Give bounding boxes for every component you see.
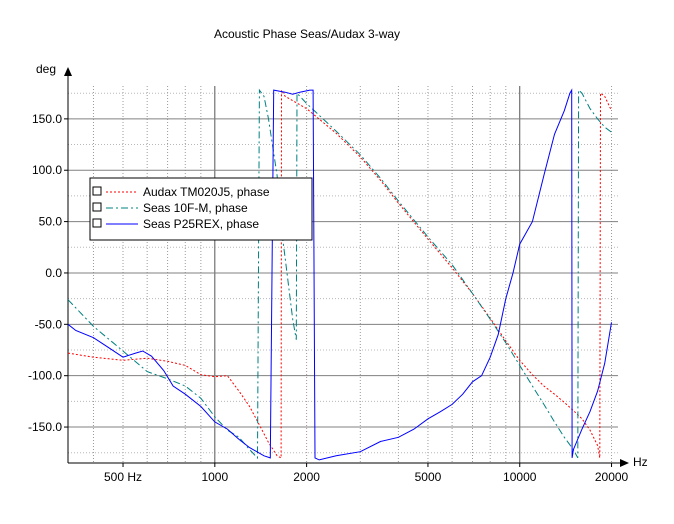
x-tick-label: 2000: [293, 470, 320, 484]
legend-box: [89, 177, 313, 241]
x-tick-label: 10000: [503, 470, 537, 484]
y-axis-label: deg: [36, 62, 56, 76]
y-tick-labels: 150.0 100.0 50.0 0.0 -50.0 -100.0 -150.0: [28, 112, 68, 434]
x-axis-label: Hz: [633, 455, 648, 469]
series-line-1: [67, 88, 612, 459]
axes: [64, 67, 629, 467]
grid: [68, 86, 618, 463]
legend-label: Seas P25REX, phase: [143, 217, 259, 231]
y-tick-label: 100.0: [32, 163, 62, 177]
y-tick-label: -50.0: [35, 317, 63, 331]
y-tick-label: 0.0: [45, 266, 62, 280]
y-axis-arrow: [64, 67, 72, 76]
legend: Audax TM020J5, phase Seas 10F-M, phase Sea…: [89, 177, 313, 241]
series-lines: [67, 88, 612, 461]
legend-checkbox[interactable]: [92, 202, 102, 212]
y-tick-label: 50.0: [39, 215, 63, 229]
x-axis-arrow: [620, 459, 629, 467]
y-tick-label: 150.0: [32, 112, 62, 126]
chart-title: Acoustic Phase Seas/Audax 3-way: [214, 27, 400, 41]
series-line-3: [67, 88, 612, 461]
y-tick-label: -100.0: [28, 369, 62, 383]
x-tick-label: 20000: [595, 470, 629, 484]
legend-label: Seas 10F-M, phase: [143, 201, 248, 215]
series-line-2: [67, 88, 612, 460]
x-tick-label: 1000: [201, 470, 228, 484]
x-tick-label: 500 Hz: [104, 470, 142, 484]
x-tick-labels: 500 Hz 1000 2000 5000 10000 20000: [104, 463, 629, 484]
legend-checkbox[interactable]: [92, 218, 102, 228]
legend-label: Audax TM020J5, phase: [143, 185, 270, 199]
x-tick-label: 5000: [415, 470, 442, 484]
legend-checkbox[interactable]: [92, 186, 102, 196]
y-tick-label: -150.0: [28, 420, 62, 434]
